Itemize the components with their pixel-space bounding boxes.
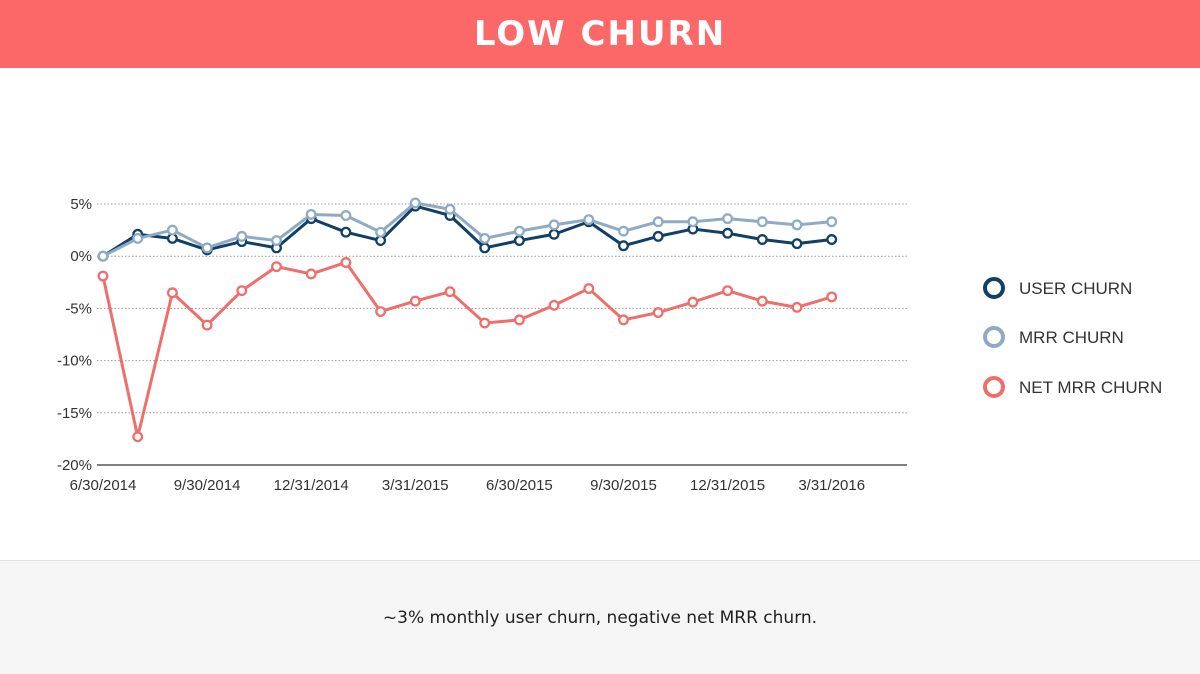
series-mrr-churn	[97, 197, 838, 262]
title-banner: LOW CHURN	[0, 0, 1200, 68]
data-point	[722, 213, 734, 225]
series-line	[101, 260, 833, 439]
series-line	[102, 204, 832, 258]
data-point	[271, 261, 282, 273]
data-point	[271, 235, 282, 246]
data-point	[166, 224, 178, 236]
x-tick-label: 6/30/2014	[70, 477, 137, 494]
page-title: LOW CHURN	[473, 14, 727, 54]
data-point	[305, 208, 317, 220]
y-axis-ticks: 5% 0% -5% -10% -15% -20%	[57, 196, 92, 474]
legend-item: MRR CHURN	[983, 326, 1124, 348]
data-point	[583, 214, 595, 226]
x-tick-label: 12/31/2015	[690, 477, 765, 494]
caption-text: ~3% monthly user churn, negative net MRR…	[382, 607, 818, 628]
y-tick-label: -5%	[65, 300, 92, 317]
data-point	[444, 286, 456, 298]
y-tick-label: -20%	[57, 457, 92, 474]
legend-item: USER CHURN	[983, 277, 1132, 299]
data-point	[756, 295, 768, 307]
data-point	[305, 268, 317, 280]
y-tick-label: 5%	[70, 196, 92, 213]
data-point	[756, 234, 768, 245]
legend-marker	[983, 277, 1005, 299]
data-point	[132, 431, 144, 443]
data-point	[444, 203, 456, 215]
data-point	[340, 210, 352, 221]
series-group	[97, 197, 838, 443]
data-point	[618, 240, 629, 252]
data-point	[375, 226, 387, 238]
data-point	[479, 317, 491, 329]
caption-bar: ~3% monthly user churn, negative net MRR…	[0, 560, 1200, 674]
data-point	[409, 197, 421, 209]
legend-marker	[983, 376, 1005, 398]
x-tick-label: 9/30/2015	[590, 477, 657, 494]
data-point	[722, 285, 734, 297]
data-point	[826, 291, 838, 303]
data-point	[340, 226, 352, 238]
x-tick-label: 6/30/2015	[486, 477, 553, 494]
data-point	[583, 283, 595, 295]
y-tick-label: -10%	[57, 353, 92, 370]
churn-line-chart: 5% 0% -5% -10% -15% -20% 6/30/2014 9/30/2014 12…	[57, 196, 1162, 494]
series-line	[102, 201, 832, 258]
data-point	[548, 219, 560, 231]
legend: USER CHURN MRR CHURN NET MRR CHURN	[983, 277, 1162, 398]
data-point	[97, 250, 109, 262]
data-point	[236, 230, 248, 242]
data-point	[791, 301, 803, 313]
x-tick-label: 3/31/2015	[382, 477, 449, 494]
y-tick-label: -15%	[57, 405, 92, 422]
data-point	[722, 227, 734, 239]
x-axis: 6/30/2014 9/30/2014 12/31/2014 3/31/2015 6/3…	[70, 464, 907, 494]
data-point	[97, 270, 109, 282]
x-tick-label: 12/31/2014	[274, 477, 349, 494]
data-point	[409, 295, 421, 307]
data-point	[618, 225, 629, 237]
x-tick-label: 9/30/2014	[174, 477, 241, 494]
data-point	[652, 307, 664, 319]
data-point	[652, 216, 664, 228]
data-point	[132, 233, 144, 244]
data-point	[756, 216, 768, 228]
data-point	[479, 242, 491, 254]
data-point	[513, 225, 525, 237]
data-point	[375, 306, 387, 317]
y-tick-label: 0%	[70, 248, 92, 265]
legend-item: NET MRR CHURN	[983, 376, 1162, 398]
data-point	[826, 234, 838, 245]
data-point	[652, 230, 664, 242]
data-point	[791, 238, 803, 250]
data-point	[687, 296, 699, 308]
x-tick-label: 3/31/2016	[798, 477, 865, 494]
data-point	[791, 219, 803, 231]
data-point	[479, 233, 491, 244]
data-point	[236, 285, 248, 297]
legend-label: MRR CHURN	[1019, 328, 1124, 347]
data-point	[513, 314, 525, 326]
data-point	[166, 287, 178, 299]
legend-label: NET MRR CHURN	[1019, 378, 1162, 397]
data-point	[340, 257, 352, 268]
data-point	[618, 314, 629, 326]
data-point	[201, 319, 213, 331]
legend-label: USER CHURN	[1019, 279, 1132, 298]
data-point	[548, 228, 560, 240]
data-point	[201, 242, 213, 254]
data-point	[687, 216, 699, 228]
data-point	[826, 216, 838, 228]
series-net-mrr-churn	[97, 257, 838, 443]
data-point	[548, 299, 560, 311]
legend-marker	[983, 326, 1005, 348]
data-point	[513, 235, 525, 246]
